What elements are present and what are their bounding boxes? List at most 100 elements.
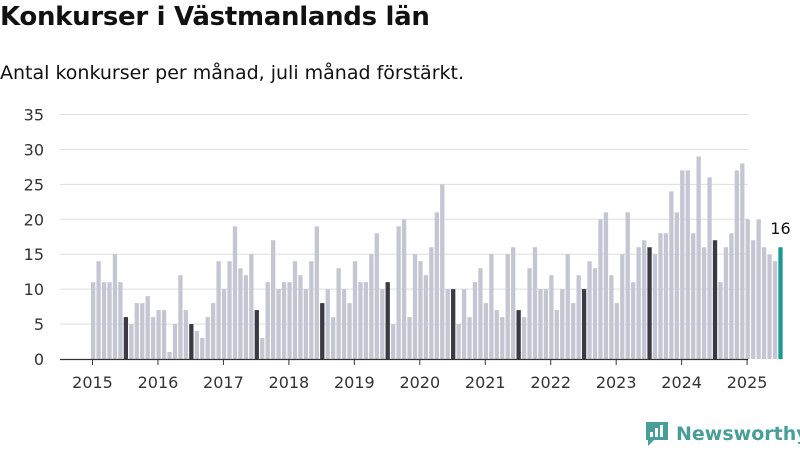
bar bbox=[461, 289, 467, 359]
bar bbox=[423, 275, 429, 359]
bar bbox=[636, 247, 641, 359]
bar bbox=[609, 275, 614, 359]
bar bbox=[641, 240, 647, 359]
bar bbox=[194, 331, 199, 359]
bar bbox=[658, 233, 663, 359]
bar bbox=[440, 184, 445, 359]
bar bbox=[211, 303, 216, 359]
bar bbox=[401, 219, 407, 359]
bar bbox=[521, 317, 527, 359]
bar bbox=[587, 261, 592, 359]
y-tick-label: 35 bbox=[24, 106, 44, 125]
bar bbox=[500, 317, 505, 359]
bar bbox=[238, 268, 243, 359]
bar bbox=[358, 282, 363, 359]
bar bbox=[489, 254, 494, 359]
bar bbox=[723, 247, 729, 359]
bar bbox=[396, 226, 401, 359]
bar bbox=[101, 282, 107, 359]
bar bbox=[652, 254, 658, 359]
bar bbox=[494, 310, 499, 359]
bar bbox=[167, 352, 172, 359]
y-axis-tick-labels: 0 5 10 15 20 25 30 35 bbox=[24, 106, 44, 370]
bar bbox=[254, 310, 259, 359]
x-tick-label: 2019 bbox=[334, 373, 375, 392]
bar bbox=[663, 233, 669, 359]
bar bbox=[647, 247, 652, 359]
x-tick-label: 2025 bbox=[727, 373, 768, 392]
bar bbox=[761, 247, 767, 359]
bar bbox=[603, 212, 609, 359]
bars bbox=[91, 156, 783, 359]
bar bbox=[156, 310, 161, 359]
bar bbox=[96, 261, 101, 359]
bar bbox=[434, 212, 439, 359]
x-tick-label: 2024 bbox=[661, 373, 702, 392]
bar bbox=[516, 310, 521, 359]
bar bbox=[418, 261, 423, 359]
bar bbox=[571, 303, 576, 359]
bar bbox=[369, 254, 374, 359]
bar bbox=[292, 261, 298, 359]
bar bbox=[271, 240, 276, 359]
x-tick-label: 2016 bbox=[138, 373, 179, 392]
bar bbox=[216, 261, 221, 359]
bar bbox=[151, 317, 156, 359]
bar bbox=[412, 254, 418, 359]
bar bbox=[380, 289, 385, 359]
bar bbox=[456, 324, 461, 359]
bar bbox=[718, 282, 723, 359]
bar bbox=[347, 303, 352, 359]
bar bbox=[712, 240, 718, 359]
y-tick-label: 20 bbox=[24, 210, 44, 229]
bar bbox=[620, 254, 625, 359]
x-tick-label: 2022 bbox=[530, 373, 571, 392]
bar bbox=[172, 324, 178, 359]
latest-value-label: 16 bbox=[770, 219, 790, 238]
bar bbox=[407, 317, 412, 359]
bar bbox=[729, 233, 734, 359]
bar bbox=[669, 191, 674, 359]
bar bbox=[445, 289, 450, 359]
bar bbox=[565, 254, 570, 359]
newsworthy-logo-icon bbox=[646, 422, 668, 446]
chart-subtitle: Antal konkurser per månad, juli månad fö… bbox=[0, 62, 465, 84]
bar bbox=[391, 324, 396, 359]
bar bbox=[549, 275, 554, 359]
bar bbox=[178, 275, 183, 359]
bar bbox=[472, 282, 478, 359]
bar bbox=[478, 268, 483, 359]
bar bbox=[701, 247, 707, 359]
x-tick-label: 2018 bbox=[269, 373, 310, 392]
bar bbox=[298, 275, 303, 359]
bar bbox=[511, 247, 516, 359]
bar bbox=[598, 219, 603, 359]
bar bbox=[129, 324, 134, 359]
bar bbox=[576, 275, 581, 359]
bar bbox=[756, 219, 761, 359]
bar bbox=[314, 226, 319, 359]
x-tick-label: 2017 bbox=[203, 373, 244, 392]
bar bbox=[118, 282, 123, 359]
x-tick-label: 2023 bbox=[596, 373, 637, 392]
bar bbox=[232, 226, 238, 359]
bar bbox=[123, 317, 129, 359]
chart-title: Konkurser i Västmanlands län bbox=[0, 2, 430, 32]
bar bbox=[200, 338, 205, 359]
newsworthy-brand[interactable]: Newsworthy bbox=[644, 420, 800, 448]
bar bbox=[772, 261, 778, 359]
latest-value-annotation: 16 bbox=[770, 219, 790, 238]
x-tick-label: 2015 bbox=[72, 373, 113, 392]
bar bbox=[467, 317, 472, 359]
bar bbox=[276, 289, 281, 359]
bar bbox=[205, 317, 210, 359]
bar bbox=[767, 254, 772, 359]
bar bbox=[227, 261, 232, 359]
bar bbox=[538, 289, 543, 359]
bar bbox=[691, 233, 696, 359]
bar bbox=[505, 254, 510, 359]
bar bbox=[451, 289, 456, 359]
bar bbox=[341, 289, 347, 359]
bar bbox=[734, 170, 739, 359]
